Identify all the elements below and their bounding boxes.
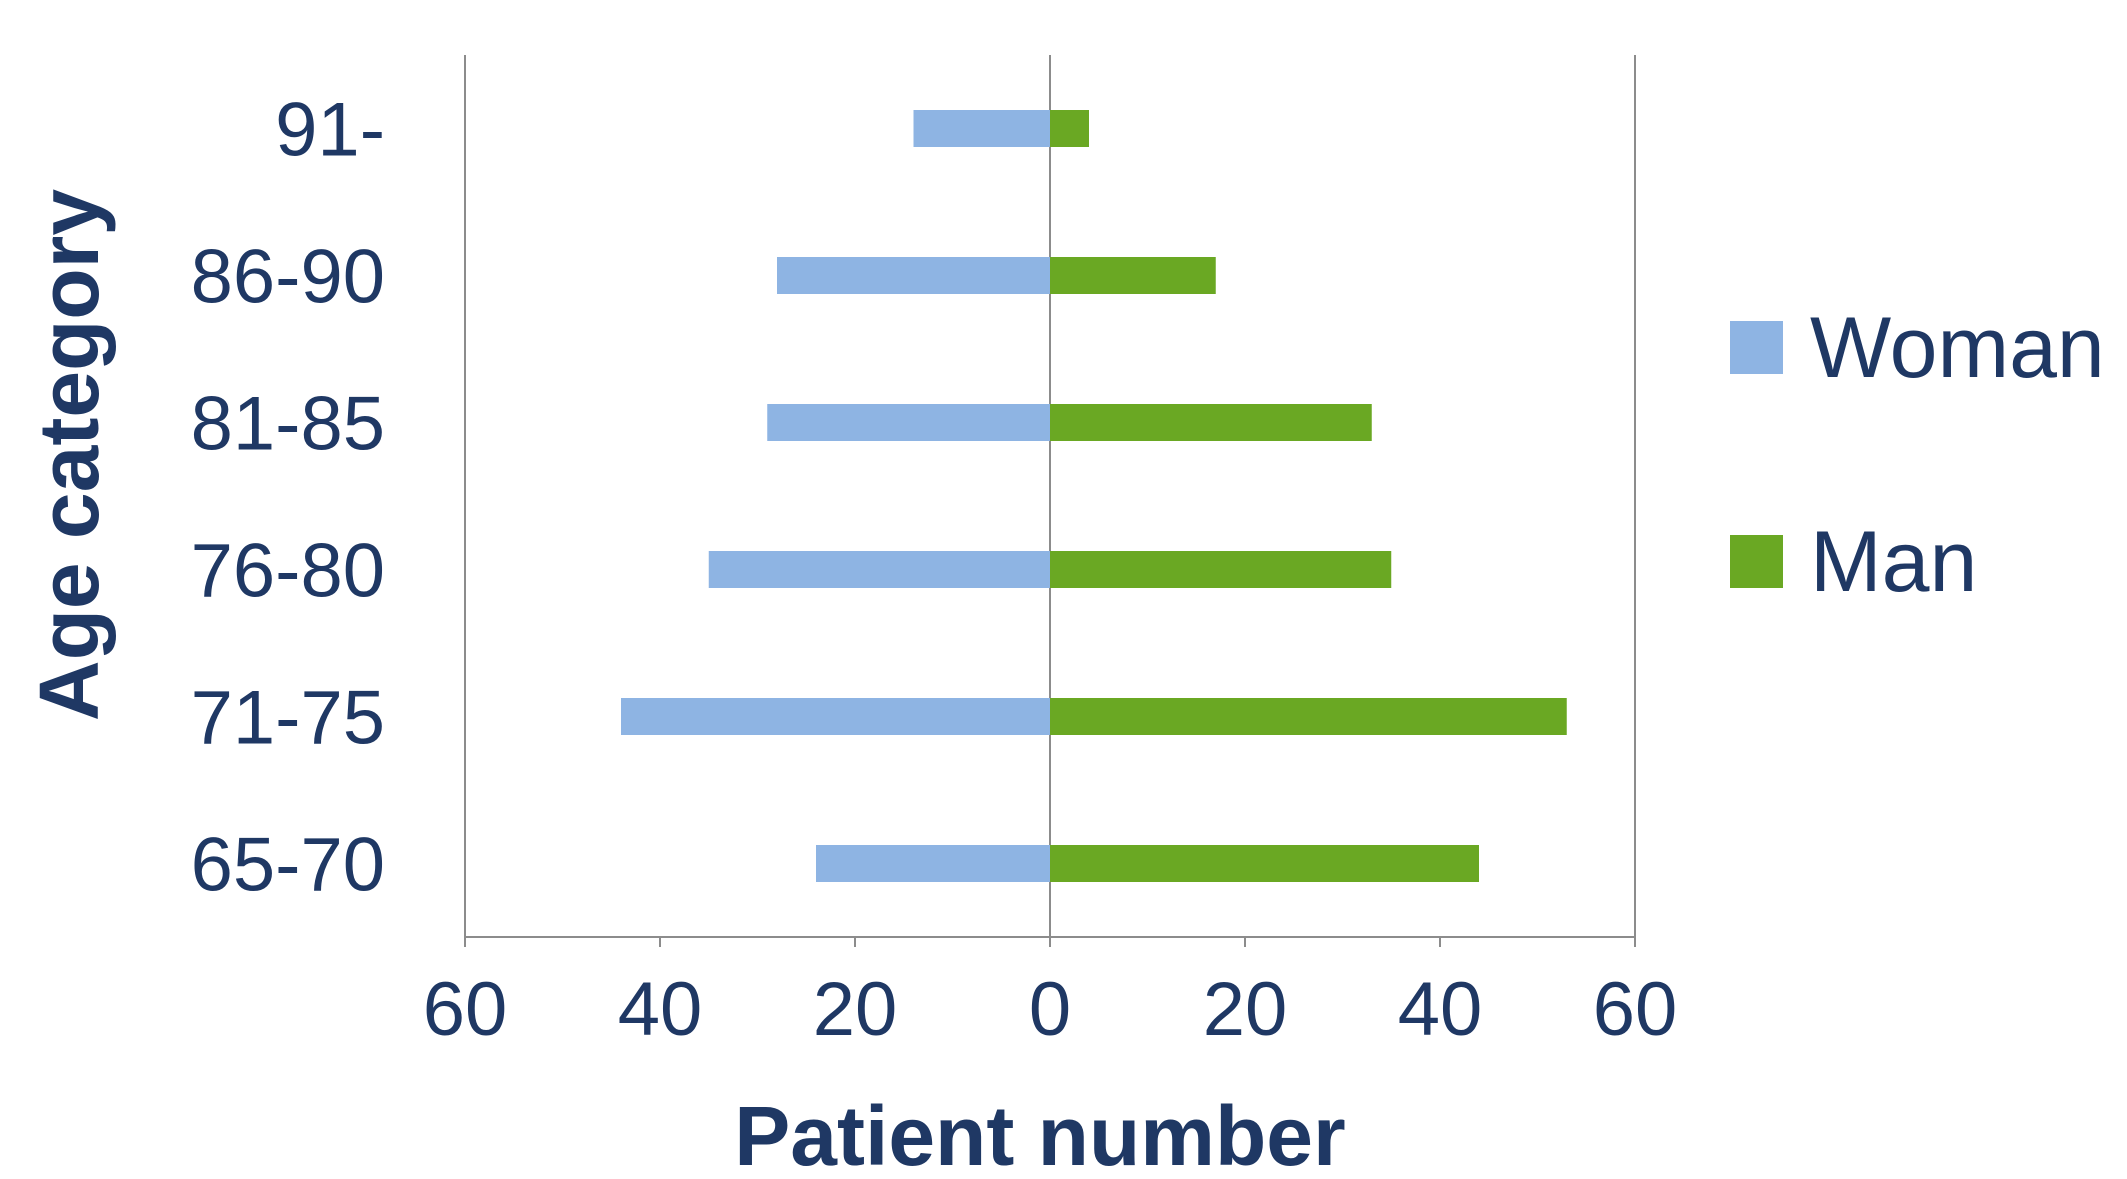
bar-woman-71-75 [621, 698, 1050, 735]
x-tick-label: 40 [1398, 967, 1483, 1052]
y-category-labels: 65-70 71-75 76-80 81-85 86-90 91- [191, 88, 385, 908]
axes-layer [464, 55, 1636, 947]
x-tick-label: 60 [1593, 967, 1678, 1052]
bar-woman-86-90 [777, 257, 1050, 294]
x-tick-label: 60 [423, 967, 508, 1052]
legend: Woman Man [1730, 300, 2105, 610]
y-category-label: 71-75 [191, 676, 385, 761]
x-axis-title: Patient number [734, 1089, 1345, 1174]
y-category-label: 91- [275, 88, 385, 173]
bars-layer [621, 110, 1567, 882]
legend-label-man: Man [1810, 514, 1977, 610]
legend-swatch-man [1730, 535, 1783, 588]
y-category-label: 76-80 [191, 529, 385, 614]
legend-label-woman: Woman [1810, 300, 2105, 396]
y-category-label: 65-70 [191, 823, 385, 908]
bar-man-76-80 [1050, 551, 1392, 588]
bar-woman-91- [913, 110, 1050, 147]
bar-woman-76-80 [708, 551, 1050, 588]
bar-man-86-90 [1050, 257, 1216, 294]
x-tick-label: 0 [1029, 967, 1071, 1052]
bar-man-71-75 [1050, 698, 1567, 735]
legend-swatch-woman [1730, 321, 1783, 374]
bar-woman-65-70 [816, 845, 1050, 882]
y-axis-title: Age category [22, 189, 116, 721]
x-tick-label: 20 [813, 967, 898, 1052]
y-category-label: 81-85 [191, 382, 385, 467]
bar-man-65-70 [1050, 845, 1479, 882]
bar-woman-81-85 [767, 404, 1050, 441]
y-category-label: 86-90 [191, 235, 385, 320]
x-tick-label: 20 [1203, 967, 1288, 1052]
x-tick-labels: 60 40 20 0 20 40 60 [423, 967, 1678, 1052]
bar-man-91- [1050, 110, 1089, 147]
x-tick-label: 40 [618, 967, 703, 1052]
bar-man-81-85 [1050, 404, 1372, 441]
